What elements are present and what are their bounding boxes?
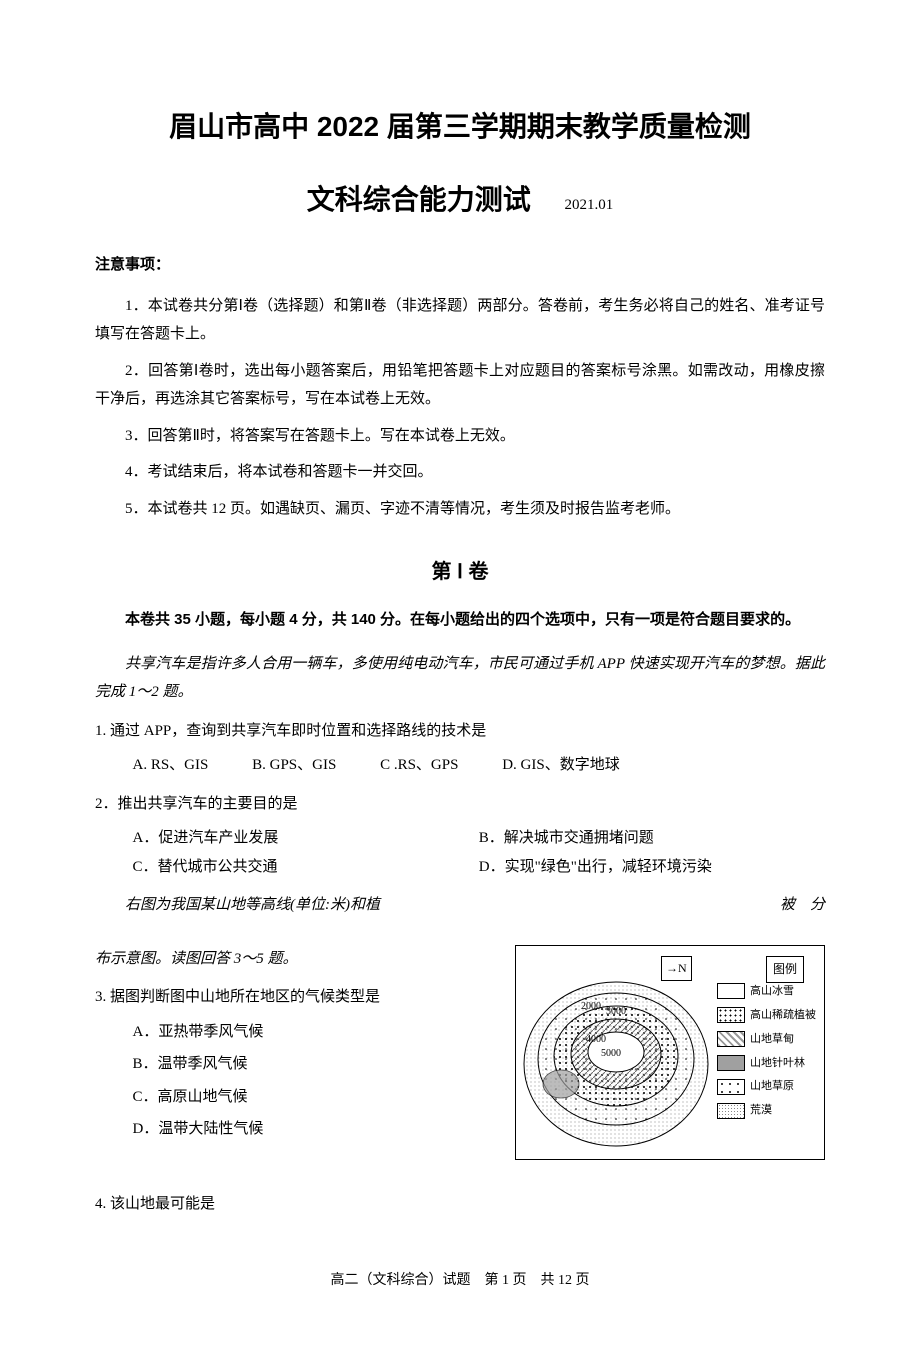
content-with-figure: 布示意图。读图回答 3～5 题。 3. 据图判断图中山地所在地区的气候类型是 A… [95, 945, 825, 1160]
legend-item-3: 山地针叶林 [717, 1053, 816, 1074]
instruction-1: 1．本试卷共分第Ⅰ卷（选择题）和第Ⅱ卷（非选择题）两部分。答卷前，考生务必将自己… [95, 292, 825, 349]
page-footer: 高二（文科综合）试题 第 1 页 共 12 页 [95, 1268, 825, 1295]
exam-title-sub-wrapper: 文科综合能力测试 2021.01 [95, 173, 825, 226]
figure-container: →N 图例 [515, 945, 825, 1160]
passage-2-left: 右图为我国某山地等高线(单位:米)和植 [95, 891, 380, 920]
legend-item-0: 高山冰雪 [717, 981, 816, 1002]
q1-opt-d: D. GIS、数字地球 [502, 751, 620, 780]
q1-opt-b: B. GPS、GIS [252, 751, 336, 780]
passage-1: 共享汽车是指许多人合用一辆车，多使用纯电动汽车，市民可通过手机 APP 快速实现… [95, 650, 825, 707]
passage-2-row: 右图为我国某山地等高线(单位:米)和植 被 分 [95, 891, 825, 930]
q3-opt-a: A．亚热带季风气候 [133, 1018, 501, 1047]
legend-label-2: 山地草甸 [750, 1029, 794, 1050]
q2-opt-a: A．促进汽车产业发展 [133, 824, 479, 853]
question-1: 1. 通过 APP，查询到共享汽车即时位置和选择路线的技术是 A. RS、GIS… [95, 717, 825, 780]
exam-date: 2021.01 [565, 197, 614, 213]
notice-heading: 注意事项： [95, 251, 825, 280]
q2-stem: 2．推出共享汽车的主要目的是 [95, 790, 825, 819]
section-1-intro: 本卷共 35 小题，每小题 4 分，共 140 分。在每小题给出的四个选项中，只… [95, 606, 825, 635]
instruction-4: 4．考试结束后，将本试卷和答题卡一并交回。 [95, 458, 825, 487]
legend-swatch-1 [717, 1007, 745, 1023]
q1-options: A. RS、GIS B. GPS、GIS C .RS、GPS D. GIS、数字… [95, 751, 825, 780]
legend-swatch-3 [717, 1055, 745, 1071]
passage-2-line2: 布示意图。读图回答 3～5 题。 [95, 945, 500, 974]
question-3: 3. 据图判断图中山地所在地区的气候类型是 A．亚热带季风气候 B．温带季风气候… [95, 983, 500, 1144]
q1-stem: 1. 通过 APP，查询到共享汽车即时位置和选择路线的技术是 [95, 717, 825, 746]
contour-2000: 2000 [581, 1001, 601, 1012]
q1-opt-a: A. RS、GIS [133, 751, 209, 780]
q2-opts-row2: C．替代城市公共交通 D．实现"绿色"出行，减轻环境污染 [95, 853, 825, 882]
q2-opts-row1: A．促进汽车产业发展 B．解决城市交通拥堵问题 [95, 824, 825, 853]
exam-title-sub: 文科综合能力测试 [307, 184, 531, 215]
q2-opt-d: D．实现"绿色"出行，减轻环境污染 [479, 853, 825, 882]
legend-item-4: 山地草原 [717, 1076, 816, 1097]
q3-stem: 3. 据图判断图中山地所在地区的气候类型是 [95, 983, 500, 1012]
q3-opt-c: C．高原山地气候 [133, 1083, 501, 1112]
contour-4000: 4000 [586, 1034, 606, 1045]
legend-label-1: 高山稀疏植被 [750, 1005, 816, 1026]
exam-title-main: 眉山市高中 2022 届第三学期期末教学质量检测 [95, 100, 825, 153]
legend-item-2: 山地草甸 [717, 1029, 816, 1050]
contour-3000: 3000 [606, 1006, 626, 1017]
content-left: 布示意图。读图回答 3～5 题。 3. 据图判断图中山地所在地区的气候类型是 A… [95, 945, 500, 1160]
q4-stem: 4. 该山地最可能是 [95, 1190, 825, 1219]
legend-label-3: 山地针叶林 [750, 1053, 805, 1074]
question-2: 2．推出共享汽车的主要目的是 A．促进汽车产业发展 B．解决城市交通拥堵问题 C… [95, 790, 825, 882]
legend-label-4: 山地草原 [750, 1076, 794, 1097]
q1-opt-c: C .RS、GPS [380, 751, 458, 780]
contour-map-figure: →N 图例 [515, 945, 825, 1160]
legend-swatch-2 [717, 1031, 745, 1047]
legend-label-0: 高山冰雪 [750, 981, 794, 1002]
q2-opt-c: C．替代城市公共交通 [133, 853, 479, 882]
legend-list: 高山冰雪 高山稀疏植被 山地草甸 山地针叶林 山地草原 [717, 981, 816, 1124]
legend-label-5: 荒漠 [750, 1100, 772, 1121]
q3-opt-d: D．温带大陆性气候 [133, 1115, 501, 1144]
instruction-5: 5．本试卷共 12 页。如遇缺页、漏页、字迹不清等情况，考生须及时报告监考老师。 [95, 495, 825, 524]
section-1-title: 第 Ⅰ 卷 [95, 553, 825, 591]
legend-swatch-5 [717, 1103, 745, 1119]
q3-options: A．亚热带季风气候 B．温带季风气候 C．高原山地气候 D．温带大陆性气候 [95, 1018, 500, 1144]
legend-item-1: 高山稀疏植被 [717, 1005, 816, 1026]
legend-swatch-0 [717, 983, 745, 999]
q2-opt-b: B．解决城市交通拥堵问题 [479, 824, 825, 853]
question-4: 4. 该山地最可能是 [95, 1190, 825, 1219]
legend-title: 图例 [766, 956, 804, 983]
legend-swatch-4 [717, 1079, 745, 1095]
contour-svg: 2000 3000 4000 5000 [521, 964, 716, 1159]
instruction-2: 2．回答第Ⅰ卷时，选出每小题答案后，用铅笔把答题卡上对应题目的答案标号涂黑。如需… [95, 357, 825, 414]
contour-5000: 5000 [601, 1048, 621, 1059]
q3-opt-b: B．温带季风气候 [133, 1050, 501, 1079]
instruction-3: 3．回答第Ⅱ时，将答案写在答题卡上。写在本试卷上无效。 [95, 422, 825, 451]
passage-2-right: 被 分 [780, 891, 825, 920]
legend-item-5: 荒漠 [717, 1100, 816, 1121]
